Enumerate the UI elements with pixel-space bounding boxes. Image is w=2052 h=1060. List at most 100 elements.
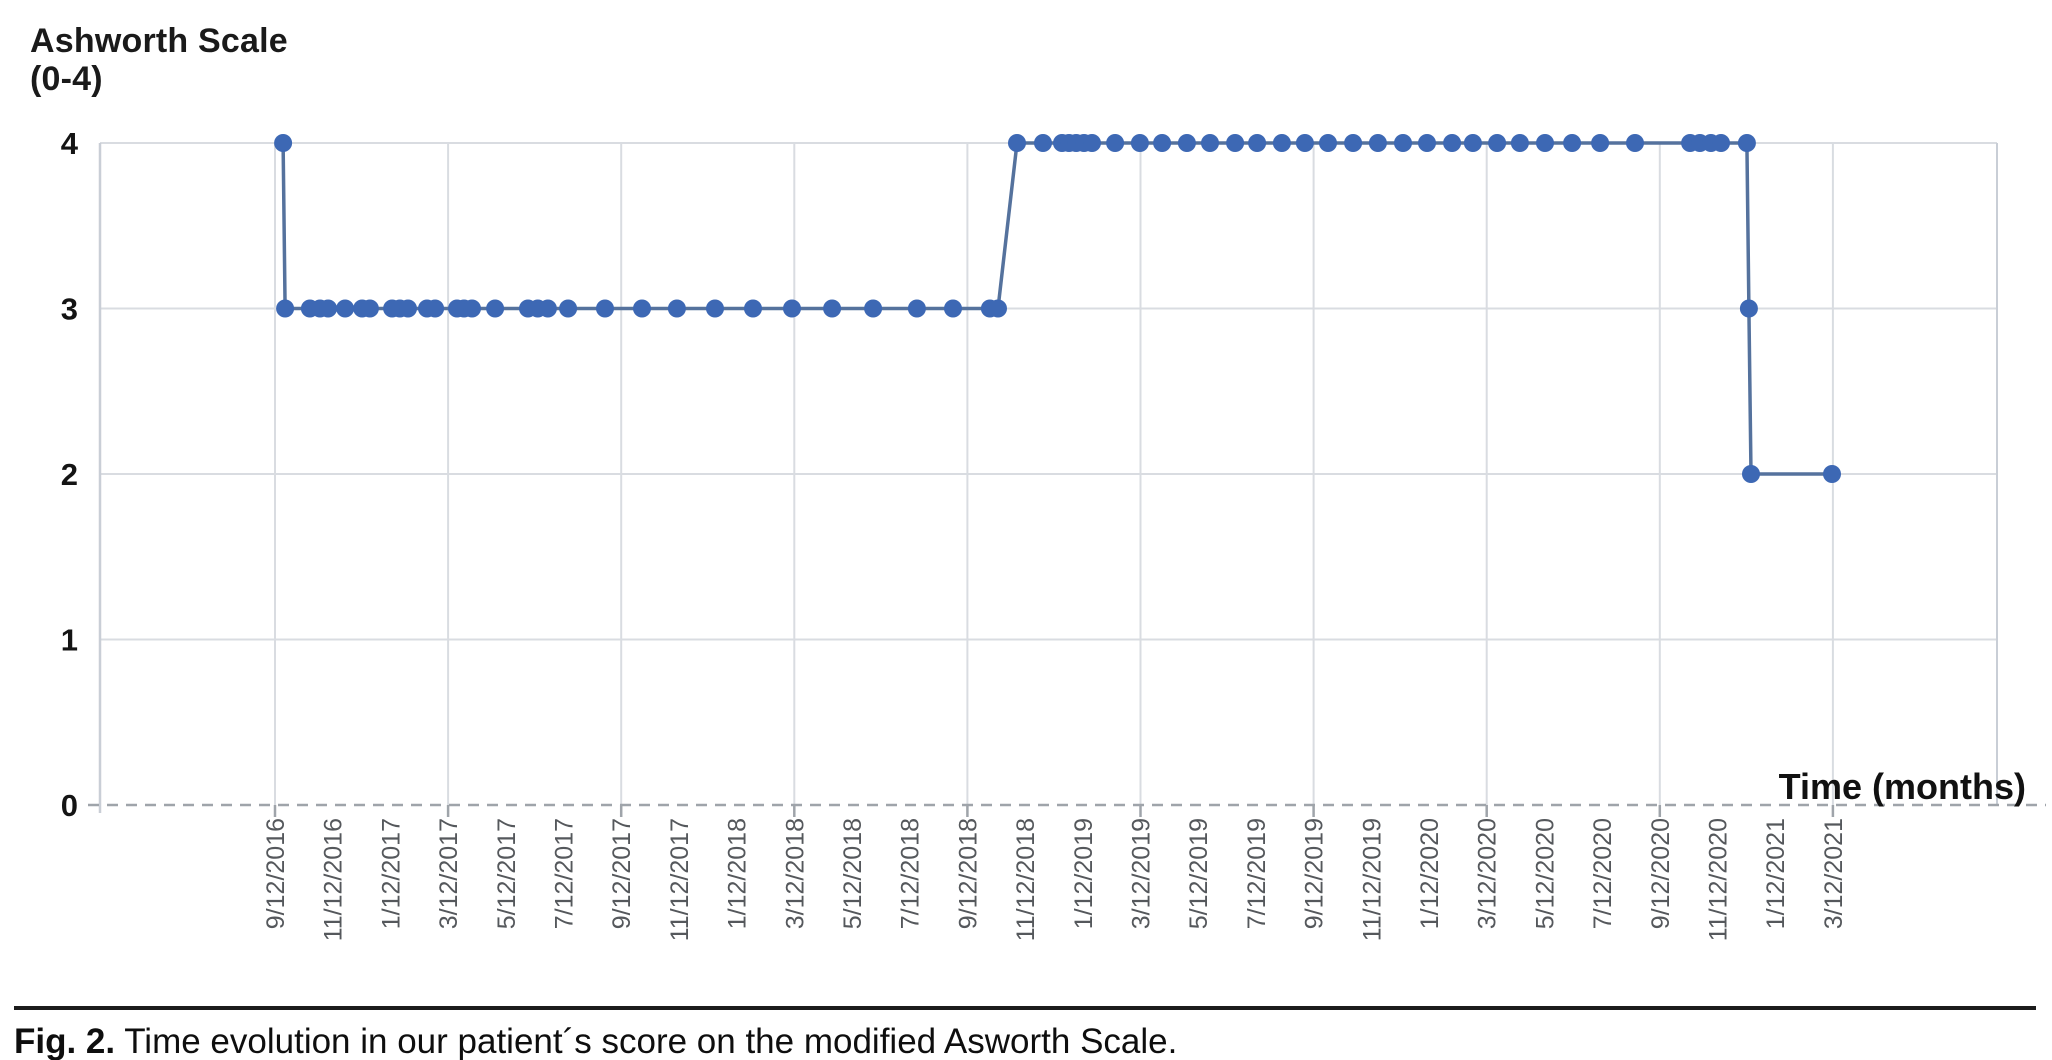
data-point (1739, 299, 1758, 318)
svg-text:11/12/2019: 11/12/2019 (1358, 818, 1386, 941)
data-point (744, 299, 762, 318)
data-point (1083, 134, 1101, 152)
svg-text:5/12/2019: 5/12/2019 (1185, 818, 1213, 929)
data-points (274, 134, 1841, 483)
y-axis-title-line1: Ashworth Scale (30, 22, 288, 60)
svg-text:1/12/2018: 1/12/2018 (724, 818, 752, 929)
data-point (1823, 465, 1841, 483)
data-point (1177, 134, 1196, 152)
data-point (538, 299, 557, 318)
data-point (1201, 134, 1219, 152)
data-point (1563, 134, 1582, 152)
svg-text:9/12/2018: 9/12/2018 (954, 818, 982, 929)
svg-text:11/12/2018: 11/12/2018 (1012, 818, 1040, 941)
data-point (596, 299, 614, 318)
data-point (1536, 134, 1554, 152)
data-point (486, 299, 505, 318)
svg-text:1/12/2017: 1/12/2017 (377, 818, 405, 929)
data-point (1510, 134, 1529, 152)
data-point (1272, 134, 1291, 152)
data-point (1130, 134, 1149, 152)
y-tick-labels: 0 1 2 3 4 (61, 126, 79, 823)
data-point (1319, 134, 1337, 152)
data-point (1712, 134, 1730, 152)
data-point (1248, 134, 1267, 152)
data-point (1742, 465, 1760, 483)
data-point (989, 299, 1007, 318)
svg-text:1/12/2021: 1/12/2021 (1762, 818, 1790, 929)
data-point (667, 299, 686, 318)
caption-divider (14, 1006, 2036, 1010)
data-point (944, 299, 962, 318)
x-axis-title: Time (months) (1778, 766, 2026, 807)
caption-text: Time evolution in our patient´s score on… (115, 1022, 1178, 1060)
data-point (1106, 134, 1125, 152)
svg-text:3/12/2019: 3/12/2019 (1128, 818, 1156, 929)
data-point (1368, 134, 1387, 152)
data-point (823, 299, 842, 318)
data-point (1394, 134, 1412, 152)
figure-caption: Fig. 2. Time evolution in our patient´s … (14, 1022, 2034, 1060)
y-axis-title: Ashworth Scale (0-4) (30, 22, 288, 98)
svg-text:7/12/2020: 7/12/2020 (1589, 818, 1617, 929)
ashworth-scale-line-chart: 0 1 2 3 4 9/12/2016 11/12/2016 1/12/2017 3/12/20… (61, 126, 2046, 941)
data-point (336, 299, 355, 318)
svg-text:7/12/2017: 7/12/2017 (551, 818, 579, 929)
x-tick-labels: 9/12/2016 11/12/2016 1/12/2017 3/12/2017 5/1… (262, 818, 1848, 941)
data-point (1034, 134, 1052, 152)
data-point (426, 299, 445, 318)
svg-text:5/12/2018: 5/12/2018 (839, 818, 867, 929)
data-point (1737, 134, 1756, 152)
data-point (1463, 134, 1482, 152)
data-point (399, 299, 417, 318)
data-point (1443, 134, 1462, 152)
data-point (463, 299, 481, 318)
svg-text:3/12/2017: 3/12/2017 (435, 818, 463, 929)
x-axis-baseline (88, 803, 2046, 817)
data-point (360, 299, 379, 318)
svg-text:9/12/2020: 9/12/2020 (1647, 818, 1675, 929)
horizontal-gridlines (100, 142, 1997, 641)
svg-text:3/12/2020: 3/12/2020 (1474, 818, 1502, 929)
svg-text:4: 4 (61, 126, 79, 161)
data-point (1591, 134, 1610, 152)
data-point (1008, 134, 1026, 152)
svg-text:3/12/2018: 3/12/2018 (781, 818, 809, 929)
data-point (864, 299, 883, 318)
svg-text:3: 3 (61, 292, 78, 327)
svg-text:1/12/2020: 1/12/2020 (1416, 818, 1444, 929)
data-point (1488, 134, 1507, 152)
data-point (276, 299, 295, 318)
data-point (1295, 134, 1314, 152)
data-point (1153, 134, 1172, 152)
data-point (1226, 134, 1245, 152)
data-point (274, 134, 293, 152)
vertical-gridlines (274, 143, 1834, 805)
y-axis-title-line2: (0-4) (30, 60, 103, 98)
svg-text:9/12/2016: 9/12/2016 (262, 818, 290, 929)
svg-text:5/12/2020: 5/12/2020 (1531, 818, 1559, 929)
svg-text:11/12/2020: 11/12/2020 (1705, 818, 1733, 941)
svg-text:0: 0 (61, 788, 78, 823)
data-point (1626, 134, 1644, 152)
svg-text:3/12/2021: 3/12/2021 (1820, 818, 1848, 929)
svg-text:2: 2 (61, 457, 78, 492)
data-point (559, 299, 578, 318)
data-point (1418, 134, 1436, 152)
data-point (319, 299, 338, 318)
svg-text:1: 1 (61, 623, 78, 658)
svg-text:7/12/2019: 7/12/2019 (1243, 818, 1271, 929)
data-point (706, 299, 724, 318)
data-point (783, 299, 801, 318)
plot-borders (98, 143, 1998, 813)
svg-text:11/12/2017: 11/12/2017 (666, 818, 694, 941)
svg-text:5/12/2017: 5/12/2017 (493, 818, 521, 929)
data-point (633, 299, 651, 318)
data-point (907, 299, 926, 318)
svg-text:9/12/2019: 9/12/2019 (1301, 818, 1329, 929)
caption-label: Fig. 2. (14, 1022, 116, 1060)
svg-text:7/12/2018: 7/12/2018 (897, 818, 925, 929)
data-point (1344, 134, 1363, 152)
svg-text:9/12/2017: 9/12/2017 (608, 818, 636, 929)
